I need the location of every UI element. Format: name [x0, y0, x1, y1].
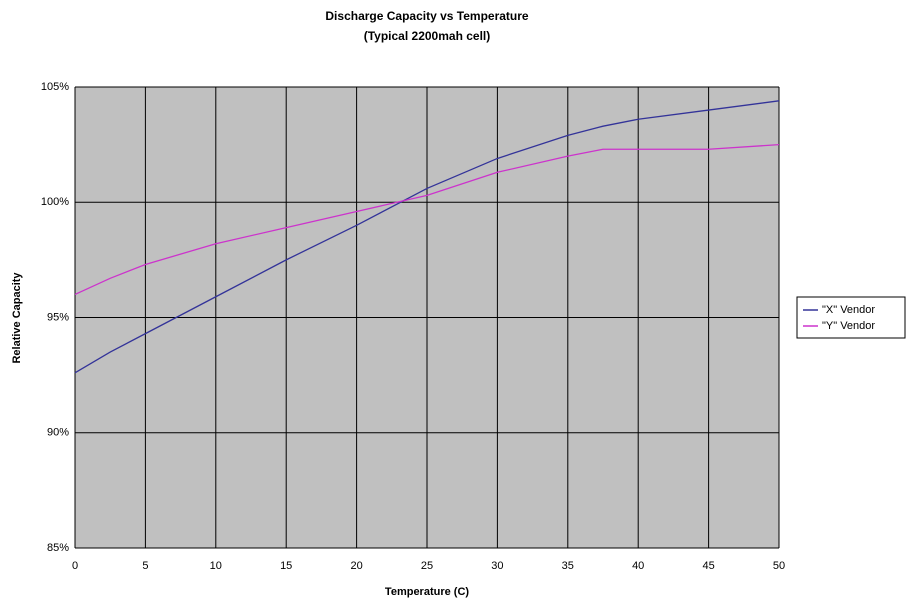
data-line	[74, 143, 780, 296]
y-tick-label: 100%	[41, 196, 69, 208]
y-tick-label: 90%	[47, 427, 69, 439]
x-tick-label: 50	[773, 560, 785, 572]
x-tick-label: 0	[72, 560, 78, 572]
legend-label: "Y" Vendor	[822, 320, 875, 332]
x-tick-label: 15	[280, 560, 292, 572]
y-tick-label: 85%	[47, 542, 69, 554]
x-axis-label: Temperature (C)	[385, 586, 469, 598]
data-line	[74, 100, 780, 374]
x-tick-label: 25	[421, 560, 433, 572]
x-tick-label: 40	[632, 560, 644, 572]
x-tick-label: 5	[142, 560, 148, 572]
legend-label: "X" Vendor	[822, 304, 875, 316]
legend	[796, 296, 906, 339]
chart-title: Discharge Capacity vs Temperature	[325, 9, 529, 23]
x-tick-label: 35	[562, 560, 574, 572]
y-tick-label: 105%	[41, 81, 69, 93]
chart-subtitle: (Typical 2200mah cell)	[364, 29, 491, 43]
x-tick-label: 45	[702, 560, 714, 572]
x-tick-label: 20	[350, 560, 362, 572]
y-axis-label: Relative Capacity	[11, 272, 23, 364]
x-tick-label: 30	[491, 560, 503, 572]
y-tick-label: 95%	[47, 311, 69, 323]
x-tick-label: 10	[210, 560, 222, 572]
